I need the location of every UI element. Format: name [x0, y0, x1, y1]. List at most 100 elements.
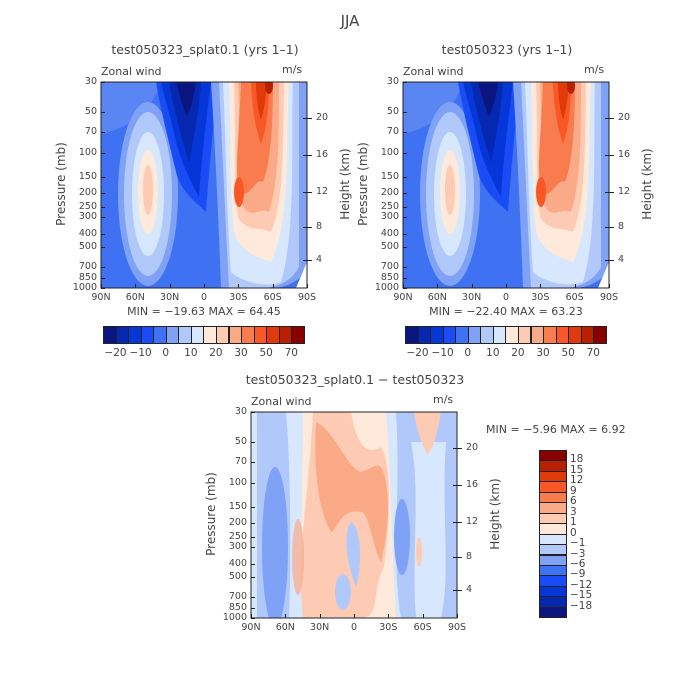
x-tick-mark	[574, 284, 576, 288]
y-right-tick-label: 16	[466, 478, 479, 490]
y-right-tick-label: 16	[316, 148, 329, 160]
panel2-contour-plot	[402, 81, 610, 289]
panel2-contour-fill	[403, 82, 609, 288]
colorbar-label: 0	[464, 347, 472, 359]
colorbar-label: 0	[570, 526, 577, 539]
y-tick-mark	[251, 461, 255, 463]
y-tick-label: 850	[228, 602, 247, 614]
y-tick-label: 100	[78, 146, 97, 158]
y-tick-label: 400	[78, 228, 97, 240]
x-tick-label: 30N	[160, 292, 180, 303]
colorbar-box	[266, 326, 280, 344]
panel3-variable-label: Zonal wind	[251, 395, 312, 408]
y-tick-label: 250	[78, 200, 97, 212]
colorbar-box	[103, 326, 117, 344]
y-tick-label: 100	[380, 146, 399, 158]
x-tick-label: 60N	[125, 292, 145, 303]
panel1-title: test050323_splat0.1 (yrs 1–1)	[111, 42, 299, 57]
x-tick-label: 90S	[447, 622, 467, 633]
colorbar-box	[543, 326, 557, 344]
y-tick-mark	[251, 608, 255, 610]
panel1-contour-plot	[100, 81, 308, 289]
colorbar-box	[430, 326, 444, 344]
panel3-contour-plot	[250, 411, 458, 619]
y-right-axis-label: Height (km)	[338, 148, 352, 220]
colorbar-box	[178, 326, 192, 344]
y-right-tick-mark	[605, 192, 614, 193]
y-tick-label: 200	[228, 517, 247, 529]
colorbar-box	[455, 326, 469, 344]
x-tick-mark	[101, 284, 102, 288]
y-tick-label: 30	[386, 76, 399, 87]
y-tick-mark	[403, 247, 407, 249]
y-right-tick-label: 20	[618, 111, 631, 123]
x-tick-mark	[319, 614, 321, 618]
colorbar-label: −3	[570, 547, 586, 560]
y-tick-label: 700	[380, 261, 399, 273]
colorbar-box	[539, 606, 567, 619]
colorbar-box	[405, 326, 419, 344]
colorbar-box	[153, 326, 167, 344]
x-tick-mark	[422, 614, 424, 618]
y-tick-label: 150	[78, 170, 97, 182]
y-tick-label: 850	[380, 272, 399, 284]
y-tick-label: 70	[234, 455, 247, 467]
y-tick-mark	[251, 577, 255, 579]
y-right-tick-label: 20	[316, 111, 329, 123]
panel2-min-max: MIN = −22.40 MAX = 63.23	[429, 305, 583, 318]
y-tick-mark	[101, 82, 105, 83]
panel3-min-max: MIN = −5.96 MAX = 6.92	[486, 423, 626, 436]
colorbar-box	[442, 326, 457, 344]
y-tick-label: 850	[78, 272, 97, 284]
colorbar-label: 1	[570, 516, 577, 529]
y-tick-mark	[403, 82, 407, 83]
x-tick-mark	[457, 614, 458, 618]
y-tick-mark	[101, 247, 105, 249]
x-tick-label: 30S	[531, 292, 550, 303]
y-tick-label: 700	[78, 261, 97, 273]
panel3-contour-fill	[251, 412, 457, 618]
colorbar-box	[165, 326, 180, 344]
colorbar-label: −20	[406, 347, 429, 359]
colorbar-box	[253, 326, 268, 344]
y-tick-label: 500	[78, 241, 97, 253]
y-axis-label: Pressure (mb)	[204, 472, 218, 556]
x-tick-label: 30S	[229, 292, 248, 303]
y-tick-mark	[403, 278, 407, 280]
x-tick-label: 60S	[263, 292, 282, 303]
colorbar-box	[203, 326, 217, 344]
x-tick-mark	[238, 284, 240, 288]
panel2-variable-label: Zonal wind	[403, 65, 464, 78]
y-tick-mark	[101, 217, 105, 219]
x-tick-label: 90N	[241, 622, 261, 633]
x-tick-label: 60S	[413, 622, 432, 633]
x-tick-mark	[471, 284, 473, 288]
y-tick-label: 250	[380, 200, 399, 212]
colorbar-box	[568, 326, 582, 344]
y-tick-label: 50	[386, 106, 399, 117]
y-tick-label: 150	[228, 500, 247, 512]
colorbar-box	[492, 326, 507, 344]
colorbar-label: −10	[129, 347, 152, 359]
y-tick-label: 70	[386, 125, 399, 137]
y-tick-label: 500	[228, 571, 247, 583]
y-tick-label: 250	[228, 530, 247, 542]
y-right-tick-mark	[303, 227, 312, 229]
x-tick-mark	[169, 284, 171, 288]
y-tick-mark	[403, 206, 407, 208]
y-tick-mark	[403, 288, 407, 289]
y-right-tick-label: 12	[466, 516, 479, 527]
colorbar-box	[115, 326, 130, 344]
y-tick-label: 400	[228, 558, 247, 570]
y-right-tick-mark	[303, 259, 312, 261]
y-tick-label: 1000	[374, 282, 399, 293]
panel3-frame	[250, 411, 458, 619]
y-right-tick-label: 8	[618, 221, 625, 233]
y-tick-mark	[403, 193, 407, 195]
y-tick-mark	[251, 547, 255, 549]
y-tick-label: 400	[380, 228, 399, 240]
y-tick-mark	[251, 536, 255, 538]
x-tick-mark	[609, 284, 610, 288]
x-tick-label: 90N	[91, 292, 111, 303]
y-axis-label: Pressure (mb)	[54, 142, 68, 226]
